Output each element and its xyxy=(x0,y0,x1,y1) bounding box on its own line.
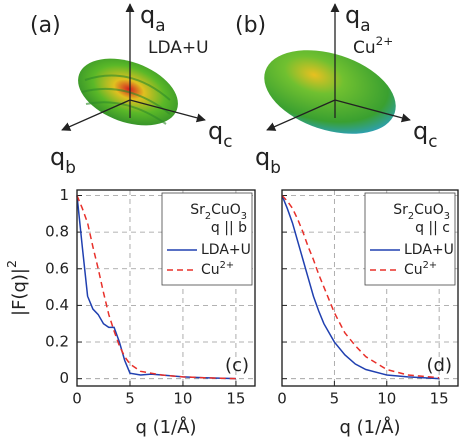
legend-label-part: 2+ xyxy=(220,260,234,271)
axis-label: qc xyxy=(413,117,437,151)
x-tick-label: 5 xyxy=(125,390,135,408)
axis-arrow xyxy=(61,99,131,131)
x-tick-label: 0 xyxy=(277,390,287,408)
panel-text: Cu2+ xyxy=(353,34,393,59)
axis-label-part: a xyxy=(155,15,165,35)
legend-label: LDA+U xyxy=(201,242,251,258)
y-tick-label: 0.8 xyxy=(45,223,69,241)
panel-label: (c) xyxy=(225,355,249,376)
legend-title-part: q || b xyxy=(211,220,247,236)
surface xyxy=(264,50,396,134)
legend-title: Sr2CuO3 xyxy=(393,202,450,222)
axis-arrow xyxy=(334,99,411,123)
x-axis-label: q (1/Å) xyxy=(135,416,196,438)
axis-arrow xyxy=(129,99,206,123)
legend-label-part: Cu xyxy=(404,262,423,278)
legend-title-part: CuO xyxy=(414,202,444,218)
legend-title: Sr2CuO3 xyxy=(190,202,247,222)
axis-label-part: q xyxy=(255,143,270,171)
axis-label: qb xyxy=(255,143,281,177)
legend-label-part: Cu xyxy=(201,262,220,278)
x-axis-label: q (1/Å) xyxy=(339,416,400,438)
x-tick-label: 10 xyxy=(377,390,396,408)
panel-text-part: 2+ xyxy=(376,34,394,48)
x-tick-label: 0 xyxy=(72,390,82,408)
axis-label-part: a xyxy=(360,15,370,35)
ridges xyxy=(81,74,171,125)
axis-arrow xyxy=(266,99,336,131)
series-line xyxy=(76,195,236,380)
plot-frame-top xyxy=(281,189,459,387)
plot-frame-top xyxy=(76,189,256,387)
panel-label: (d) xyxy=(427,355,452,376)
y-axis-label: |F(q)|2 xyxy=(4,260,30,316)
legend-title-part: CuO xyxy=(211,202,241,218)
x-tick-label: 5 xyxy=(330,390,340,408)
x-tick-label: 15 xyxy=(226,390,245,408)
legend-label: LDA+U xyxy=(404,242,454,258)
y-tick-label: 0.6 xyxy=(45,259,69,277)
panel-text-part: LDA+U xyxy=(148,38,209,58)
legend-title-part: 3 xyxy=(241,211,247,222)
legend-title-part: q || c xyxy=(415,220,450,236)
panel-b xyxy=(264,3,411,134)
panel-text: LDA+U xyxy=(148,38,209,58)
y-tick-label: 0.4 xyxy=(45,296,69,314)
y-axis-label-part: |F(q)| xyxy=(9,268,30,316)
axis-label-part: q xyxy=(208,117,223,145)
axis-label-part: q xyxy=(345,1,360,29)
y-tick-label: 0.2 xyxy=(45,333,69,351)
legend-label-part: LDA+U xyxy=(404,242,454,258)
axis-label-part: q xyxy=(50,143,65,171)
axis-label-part: b xyxy=(270,157,281,177)
axis-label-part: q xyxy=(140,1,155,29)
legend-title: q || b xyxy=(211,220,247,236)
legend-label-part: 2+ xyxy=(423,260,437,271)
x-tick-label: 15 xyxy=(430,390,449,408)
legend-title-part: 3 xyxy=(444,211,450,222)
panel-label: (a) xyxy=(30,13,61,38)
y-tick-label: 1 xyxy=(59,186,69,204)
legend-label: Cu2+ xyxy=(201,260,234,279)
axis-label: qa xyxy=(345,1,371,35)
series-line xyxy=(281,195,440,380)
panel-label: (b) xyxy=(235,13,266,38)
legend-title-part: Sr xyxy=(393,202,408,218)
legend-title-part: Sr xyxy=(190,202,205,218)
axis-label-part: b xyxy=(65,157,76,177)
panel-a xyxy=(61,3,206,131)
series-line xyxy=(76,195,236,380)
x-tick-label: 10 xyxy=(173,390,192,408)
axis-label: qc xyxy=(208,117,232,151)
axis-label: qb xyxy=(50,143,76,177)
legend-label-part: LDA+U xyxy=(201,242,251,258)
axis-label-part: c xyxy=(428,131,437,151)
legend-title-part: 2 xyxy=(408,211,414,222)
y-axis-label-part: 2 xyxy=(4,260,19,268)
y-tick-label: 0 xyxy=(59,369,69,387)
panel-text-part: Cu xyxy=(353,38,376,58)
axis-label-part: q xyxy=(413,117,428,145)
legend-title: q || c xyxy=(415,220,450,236)
axis-label: qa xyxy=(140,1,166,35)
legend-title-part: 2 xyxy=(205,211,211,222)
series-line xyxy=(281,194,440,379)
axis-label-part: c xyxy=(223,131,232,151)
legend-label: Cu2+ xyxy=(404,260,437,279)
